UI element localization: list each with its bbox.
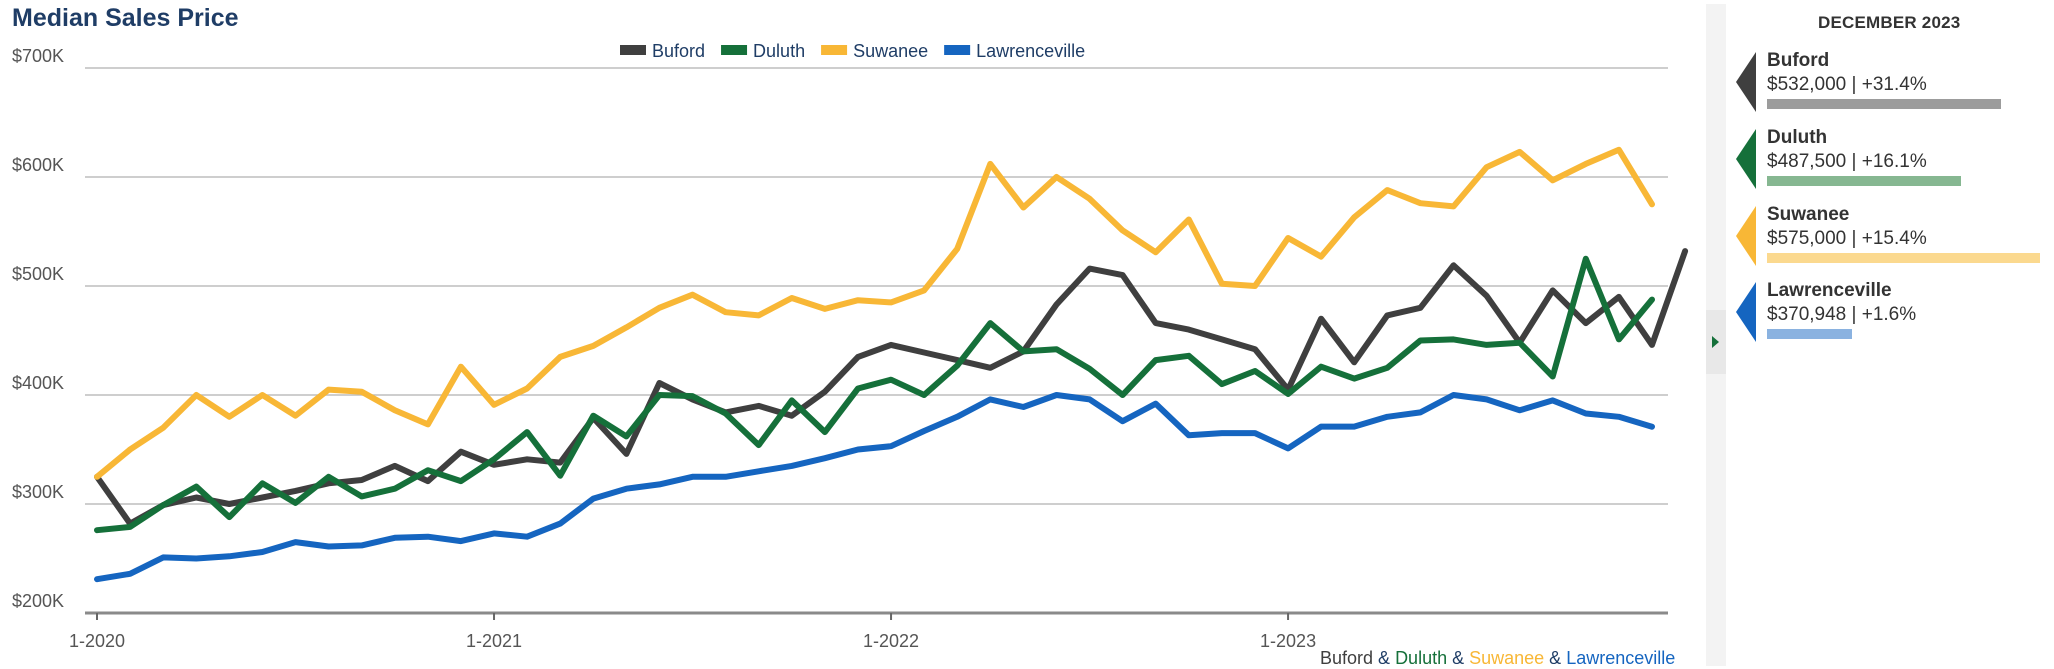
summary-item-name: Lawrenceville: [1767, 280, 1892, 301]
x-tick-label: 1-2023: [1260, 631, 1316, 651]
summary-item-bar: [1767, 329, 1852, 339]
x-axis-ticks: 1-2020 1-2021 1-2022 1-2023: [69, 613, 1316, 651]
legend-swatch: [620, 45, 646, 55]
caption-part: Buford: [1320, 648, 1374, 668]
caption-part: Suwanee: [1469, 648, 1545, 668]
x-tick-label: 1-2020: [69, 631, 125, 651]
y-tick-label: $600K: [12, 155, 64, 175]
line-chart: $200K$300K$400K$500K$600K$700K 1-2020 1-2…: [12, 41, 1689, 651]
series-marker-icon: [1736, 52, 1756, 112]
summary-item-buford: Buford $532,000 | +31.4%: [1736, 50, 2054, 120]
summary-item-bar: [1767, 99, 2001, 109]
caption-part: Duluth: [1395, 648, 1448, 668]
summary-item-value: $487,500 | +16.1%: [1767, 151, 1927, 172]
series-line-lawrenceville: [94, 392, 1655, 583]
y-tick-label: $500K: [12, 264, 64, 284]
y-axis-ticks: $200K $300K $400K $500K $600K $700K: [12, 46, 64, 611]
summary-item-name: Buford: [1767, 50, 1830, 71]
chevron-right-icon: [1712, 336, 1719, 348]
summary-item-name: Suwanee: [1767, 204, 1850, 225]
chart-title: Median Sales Price: [12, 4, 239, 32]
series-line-duluth: [94, 255, 1655, 534]
summary-item-duluth: Duluth $487,500 | +16.1%: [1736, 127, 2054, 197]
y-tick-label: $300K: [12, 482, 64, 502]
caption-part: &: [1447, 648, 1470, 668]
series-marker-icon: [1736, 129, 1756, 189]
summary-item-value: $532,000 | +31.4%: [1767, 74, 1927, 95]
legend-swatch: [821, 45, 848, 55]
legend: Buford Duluth Suwanee Lawrenceville: [620, 41, 1085, 61]
summary-item-suwanee: Suwanee $575,000 | +15.4%: [1736, 204, 2054, 274]
summary-item-bar: [1767, 176, 1961, 186]
y-tick-label: $200K: [12, 591, 64, 611]
caption-part: Lawrenceville: [1566, 648, 1676, 668]
legend-label: Lawrenceville: [976, 41, 1085, 61]
series-marker-icon: [1736, 206, 1756, 266]
legend-label: Buford: [652, 41, 705, 61]
summary-item-bar: [1767, 253, 2040, 263]
summary-item-lawrenceville: Lawrenceville $370,948 | +1.6%: [1736, 280, 2054, 350]
panel-title: DECEMBER 2023: [1818, 13, 1961, 32]
y-tick-label: $700K: [12, 46, 64, 66]
x-tick-label: 1-2021: [466, 631, 522, 651]
series-line-buford: [94, 248, 1689, 527]
caption-part: &: [1544, 648, 1567, 668]
x-tick-label: 1-2022: [863, 631, 919, 651]
legend-swatch: [944, 45, 971, 55]
series-line-suwanee: [94, 146, 1655, 480]
legend-label: Suwanee: [853, 41, 928, 61]
y-tick-label: $400K: [12, 373, 64, 393]
summary-item-name: Duluth: [1767, 127, 1828, 148]
gridlines: [85, 67, 1668, 615]
caption-part: &: [1373, 648, 1396, 668]
panel-toggle-button[interactable]: [1706, 310, 1726, 374]
series-caption: Buford & Duluth & Suwanee & Lawrencevill…: [1320, 648, 1675, 669]
summary-item-value: $370,948 | +1.6%: [1767, 304, 1917, 325]
series-marker-icon: [1736, 282, 1756, 342]
series-lines: [94, 146, 1689, 583]
legend-swatch: [721, 45, 748, 55]
summary-item-value: $575,000 | +15.4%: [1767, 228, 1927, 249]
legend-label: Duluth: [753, 41, 805, 61]
